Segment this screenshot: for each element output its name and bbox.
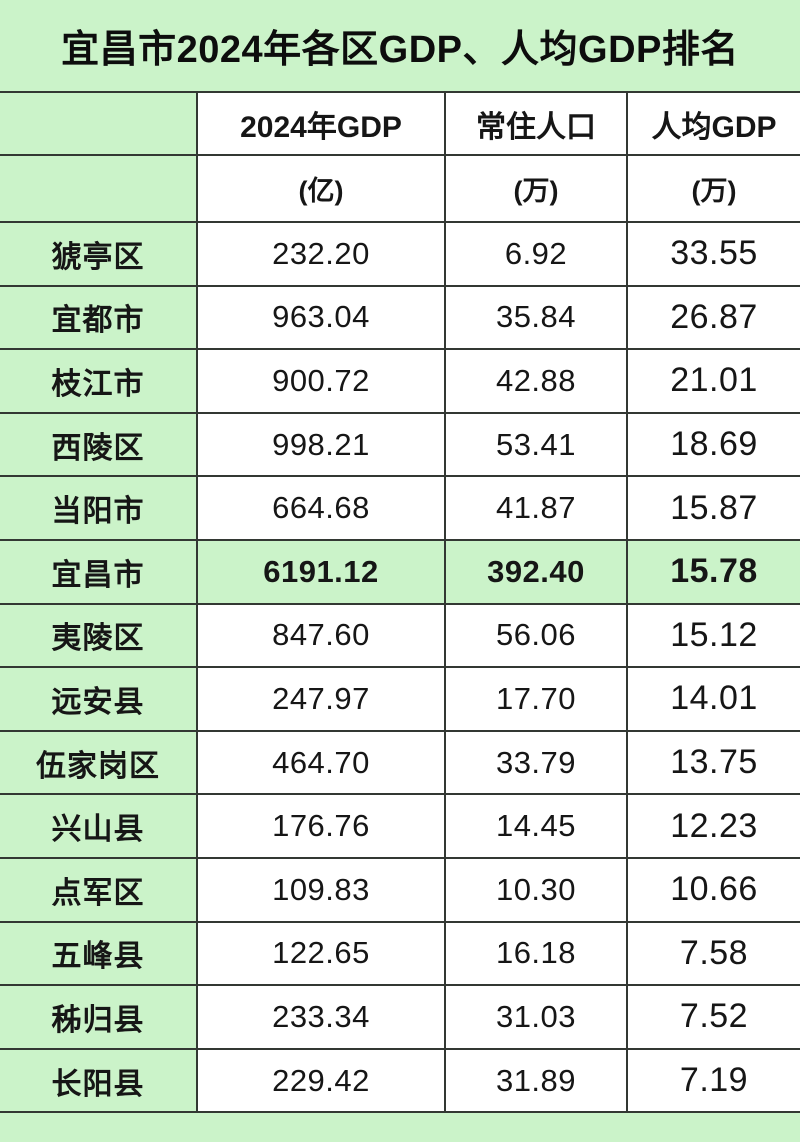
per-capita-value: 10.66 [626, 856, 800, 922]
row-name: 远安县 [0, 666, 197, 731]
table-row: 宜都市 963.04 35.84 26.87 [0, 284, 800, 350]
row-name: 伍家岗区 [0, 729, 197, 795]
population-value: 17.70 [444, 666, 627, 731]
per-capita-value: 7.19 [626, 1047, 800, 1113]
table-row: 当阳市 664.68 41.87 15.87 [0, 475, 800, 540]
population-value: 392.40 [444, 538, 627, 604]
gdp-value: 233.34 [196, 984, 445, 1049]
page-title: 宜昌市2024年各区GDP、人均GDP排名 [61, 29, 739, 71]
per-capita-value: 7.58 [626, 920, 800, 986]
row-name: 秭归县 [0, 984, 197, 1049]
col-header-population: 常住人口 [444, 92, 627, 155]
table-row: 长阳县 229.42 31.89 7.19 [0, 1047, 800, 1113]
population-value: 33.79 [444, 729, 627, 795]
table-row-city-total: 宜昌市 6191.12 392.40 15.78 [0, 538, 800, 604]
table-row: 伍家岗区 464.70 33.79 13.75 [0, 729, 800, 795]
population-value: 56.06 [444, 602, 627, 668]
gdp-value: 900.72 [196, 348, 445, 413]
population-value: 35.84 [444, 284, 627, 350]
row-name: 西陵区 [0, 411, 197, 477]
row-name: 夷陵区 [0, 602, 197, 668]
per-capita-value: 26.87 [626, 284, 800, 350]
col-unit-per-capita: (万) [626, 154, 800, 222]
gdp-value: 122.65 [196, 920, 445, 986]
col-unit-gdp: (亿) [196, 154, 445, 222]
table-row: 西陵区 998.21 53.41 18.69 [0, 411, 800, 477]
row-name: 枝江市 [0, 348, 197, 413]
per-capita-value: 14.01 [626, 666, 800, 731]
per-capita-value: 15.12 [626, 602, 800, 668]
population-value: 10.30 [444, 856, 627, 922]
table-row: 五峰县 122.65 16.18 7.58 [0, 920, 800, 986]
population-value: 53.41 [444, 411, 627, 477]
row-name: 当阳市 [0, 475, 197, 540]
gdp-value: 963.04 [196, 284, 445, 350]
gdp-value: 664.68 [196, 475, 445, 540]
per-capita-value: 18.69 [626, 411, 800, 477]
row-name: 长阳县 [0, 1047, 197, 1113]
per-capita-value: 15.78 [626, 538, 800, 604]
table-row: 猇亭区 232.20 6.92 33.55 [0, 221, 800, 286]
row-name: 点军区 [0, 856, 197, 922]
population-value: 16.18 [444, 920, 627, 986]
per-capita-value: 7.52 [626, 984, 800, 1049]
header-row-labels: 2024年GDP 常住人口 人均GDP [0, 92, 800, 155]
row-name: 猇亭区 [0, 221, 197, 286]
gdp-value: 464.70 [196, 729, 445, 795]
row-name: 宜昌市 [0, 538, 197, 604]
population-value: 14.45 [444, 793, 627, 858]
per-capita-value: 15.87 [626, 475, 800, 540]
table-row: 点军区 109.83 10.30 10.66 [0, 856, 800, 922]
gdp-table: 2024年GDP 常住人口 人均GDP (亿) (万) (万) 猇亭区 232.… [0, 91, 800, 1114]
gdp-value: 998.21 [196, 411, 445, 477]
population-value: 42.88 [444, 348, 627, 413]
table-row: 枝江市 900.72 42.88 21.01 [0, 348, 800, 413]
gdp-value: 176.76 [196, 793, 445, 858]
population-value: 41.87 [444, 475, 627, 540]
per-capita-value: 12.23 [626, 793, 800, 858]
row-name: 兴山县 [0, 793, 197, 858]
gdp-value: 6191.12 [196, 538, 445, 604]
population-value: 6.92 [444, 221, 627, 286]
col-header-per-capita: 人均GDP [626, 92, 800, 155]
corner-cell [0, 92, 197, 155]
gdp-value: 229.42 [196, 1047, 445, 1113]
table-row: 夷陵区 847.60 56.06 15.12 [0, 602, 800, 668]
population-value: 31.89 [444, 1047, 627, 1113]
table-row: 远安县 247.97 17.70 14.01 [0, 666, 800, 731]
row-name: 宜都市 [0, 284, 197, 350]
gdp-value: 232.20 [196, 221, 445, 286]
per-capita-value: 21.01 [626, 348, 800, 413]
population-value: 31.03 [444, 984, 627, 1049]
table-row: 秭归县 233.34 31.03 7.52 [0, 984, 800, 1049]
gdp-value: 247.97 [196, 666, 445, 731]
gdp-value: 109.83 [196, 856, 445, 922]
table-row: 兴山县 176.76 14.45 12.23 [0, 793, 800, 858]
col-header-gdp: 2024年GDP [196, 92, 445, 155]
per-capita-value: 13.75 [626, 729, 800, 795]
corner-cell-units [0, 154, 197, 222]
per-capita-value: 33.55 [626, 221, 800, 286]
gdp-value: 847.60 [196, 602, 445, 668]
header-row-units: (亿) (万) (万) [0, 154, 800, 222]
col-unit-population: (万) [444, 154, 627, 222]
row-name: 五峰县 [0, 920, 197, 986]
